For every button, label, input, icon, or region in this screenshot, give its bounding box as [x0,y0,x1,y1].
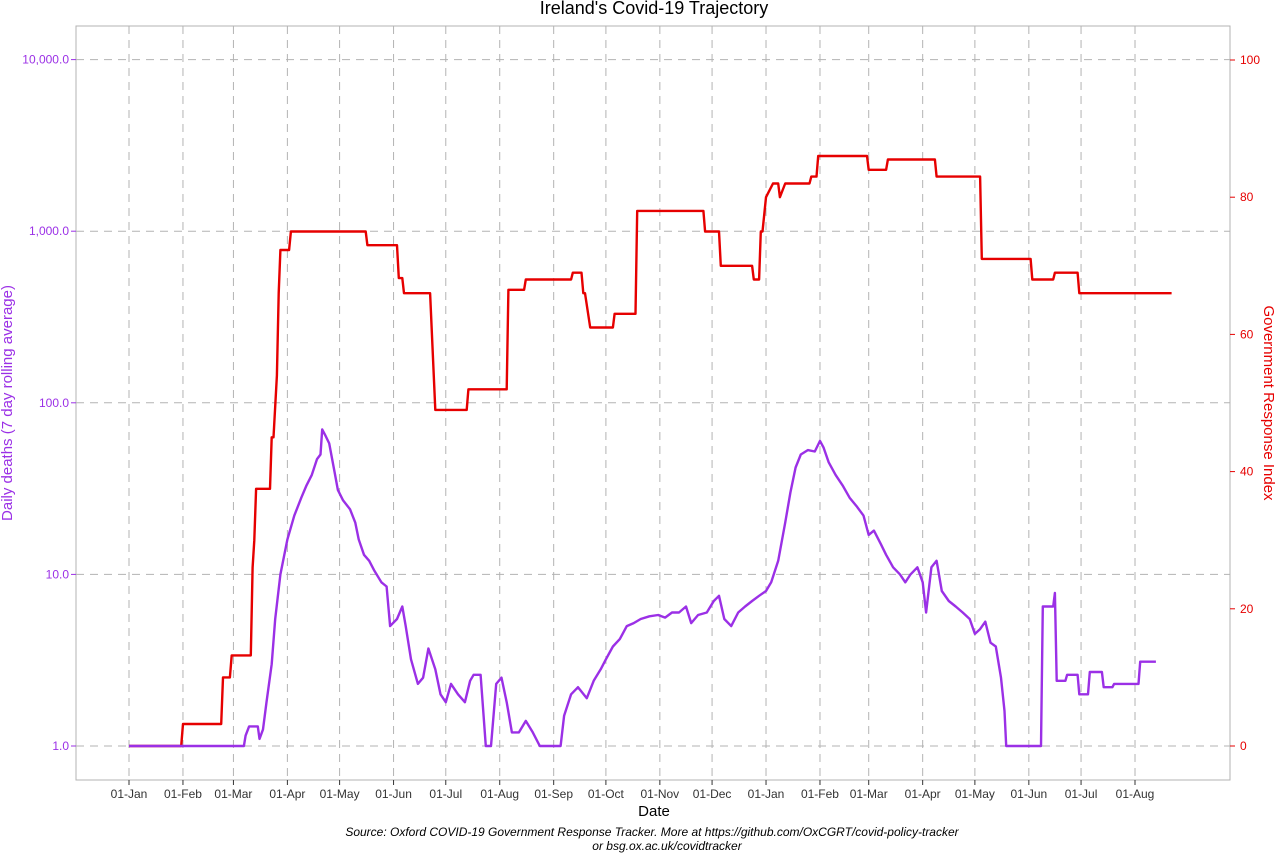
caption-line-2: or bsg.ox.ac.uk/covidtracker [592,839,742,853]
y-right-tick-label: 60 [1240,327,1254,341]
y-right-tick-label: 100 [1240,53,1260,67]
x-tick-label: 01-May [955,787,995,801]
y-left-tick-label: 1,000.0 [29,224,69,238]
y-right-tick-label: 0 [1240,739,1247,753]
x-tick-label: 01-Jun [1010,787,1047,801]
x-tick-label: 01-Sep [534,787,573,801]
x-tick-label: 01-Aug [480,787,519,801]
daily-deaths-line [129,428,1156,748]
y-right-tick-label: 80 [1240,190,1254,204]
y-axis-left-title: Daily deaths (7 day rolling average) [0,285,16,521]
y-left-tick-label: 100.0 [39,396,69,410]
x-tick-label: 01-Mar [214,787,252,801]
y-left-tick-label: 10.0 [46,567,70,581]
x-tick-label: 01-Jul [429,787,462,801]
x-tick-label: 01-Jul [1065,787,1098,801]
series-layer [129,154,1172,748]
y-left-tick-label: 10,000.0 [22,53,69,67]
x-tick-label: 01-Dec [693,787,732,801]
x-tick-label: 01-Nov [641,787,680,801]
x-tick-label: 01-May [320,787,360,801]
chart-title: Ireland's Covid-19 Trajectory [540,0,769,18]
x-tick-label: 01-Apr [269,787,305,801]
government-response-index-line [129,154,1172,748]
x-tick-label: 01-Jan [748,787,785,801]
caption-line-1: Source: Oxford COVID-19 Government Respo… [345,825,959,839]
y-left-tick-label: 1.0 [52,739,69,753]
x-tick-label: 01-Jan [111,787,148,801]
grid-layer [76,26,1230,780]
x-tick-label: 01-Feb [801,787,839,801]
x-tick-label: 01-Mar [850,787,888,801]
x-tick-label: 01-Oct [588,787,625,801]
x-tick-label: 01-Apr [905,787,941,801]
x-tick-label: 01-Feb [164,787,202,801]
y-right-tick-label: 20 [1240,602,1254,616]
x-tick-label: 01-Jun [375,787,412,801]
x-axis-title: Date [638,803,670,820]
x-tick-label: 01-Aug [1116,787,1155,801]
tick-layer: 01-Jan 01-Feb 01-Mar 01-Apr 01-May 01-Jun 01-J… [22,53,1260,801]
y-right-tick-label: 40 [1240,465,1254,479]
y-axis-right-title: Government Response Index [1260,305,1277,501]
